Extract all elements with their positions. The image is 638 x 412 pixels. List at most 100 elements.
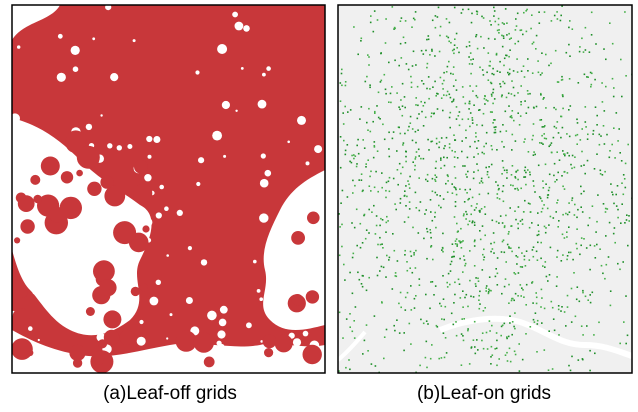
- gap: [219, 319, 227, 327]
- point: [384, 139, 386, 141]
- gap: [310, 312, 314, 316]
- point: [524, 259, 526, 261]
- point: [469, 146, 471, 148]
- point: [475, 132, 477, 134]
- point: [417, 118, 419, 120]
- point: [345, 81, 347, 83]
- point: [477, 97, 479, 99]
- point: [415, 104, 417, 106]
- point: [409, 201, 411, 203]
- point: [426, 88, 428, 90]
- point: [538, 11, 540, 13]
- point: [600, 170, 602, 172]
- point: [393, 178, 395, 180]
- point: [530, 326, 532, 328]
- patch: [100, 176, 113, 189]
- point: [377, 150, 379, 152]
- point: [467, 171, 469, 173]
- point: [581, 128, 583, 130]
- point: [405, 151, 407, 153]
- point: [456, 238, 458, 240]
- patch: [307, 212, 320, 225]
- point: [364, 340, 366, 342]
- point: [537, 224, 539, 226]
- point: [403, 332, 405, 334]
- point: [449, 147, 451, 149]
- point: [532, 135, 534, 137]
- point: [528, 107, 530, 109]
- point: [558, 309, 560, 311]
- point: [534, 321, 536, 323]
- point: [388, 181, 390, 183]
- point: [608, 256, 610, 258]
- point: [575, 316, 577, 318]
- patch: [306, 290, 319, 303]
- point: [404, 254, 406, 256]
- point: [472, 119, 474, 121]
- point: [547, 208, 549, 210]
- point: [561, 175, 563, 177]
- point: [562, 94, 564, 96]
- point: [486, 285, 488, 287]
- point: [392, 138, 394, 140]
- point: [592, 205, 594, 207]
- point: [345, 154, 347, 156]
- point: [409, 267, 411, 269]
- point: [590, 302, 592, 304]
- point: [508, 93, 510, 95]
- point: [474, 224, 476, 226]
- point: [390, 93, 392, 95]
- point: [426, 39, 428, 41]
- point: [604, 110, 606, 112]
- point: [572, 28, 574, 30]
- point: [402, 144, 404, 146]
- point: [447, 286, 449, 288]
- point: [474, 141, 476, 143]
- point: [621, 203, 623, 205]
- point: [426, 228, 428, 230]
- point: [500, 86, 502, 88]
- point: [586, 247, 588, 249]
- point: [502, 222, 504, 224]
- gap: [144, 174, 151, 181]
- point: [509, 69, 511, 71]
- point: [377, 19, 379, 21]
- point: [590, 245, 592, 247]
- point: [455, 79, 457, 81]
- point: [498, 24, 500, 26]
- point: [462, 271, 464, 273]
- point: [411, 86, 413, 88]
- point: [374, 141, 376, 143]
- patch: [131, 287, 140, 296]
- point: [412, 227, 414, 229]
- point: [589, 269, 591, 271]
- point: [604, 143, 606, 145]
- leaf-off-map: [10, 4, 327, 376]
- point: [478, 295, 480, 297]
- point: [567, 295, 569, 297]
- point: [532, 249, 534, 251]
- point: [544, 226, 546, 228]
- point: [428, 76, 430, 78]
- point: [363, 215, 365, 217]
- point: [502, 46, 504, 48]
- point: [476, 85, 478, 87]
- point: [501, 94, 503, 96]
- point: [340, 167, 342, 169]
- point: [467, 157, 469, 159]
- point: [464, 259, 466, 261]
- point: [564, 311, 566, 313]
- point: [346, 318, 348, 320]
- point: [512, 298, 514, 300]
- point: [374, 10, 376, 12]
- patch: [134, 184, 153, 203]
- point: [397, 260, 399, 262]
- point: [534, 191, 536, 193]
- point: [557, 121, 559, 123]
- point: [535, 312, 537, 314]
- point: [376, 215, 378, 217]
- point: [530, 28, 532, 30]
- point: [443, 198, 445, 200]
- point: [431, 50, 433, 52]
- point: [485, 213, 487, 215]
